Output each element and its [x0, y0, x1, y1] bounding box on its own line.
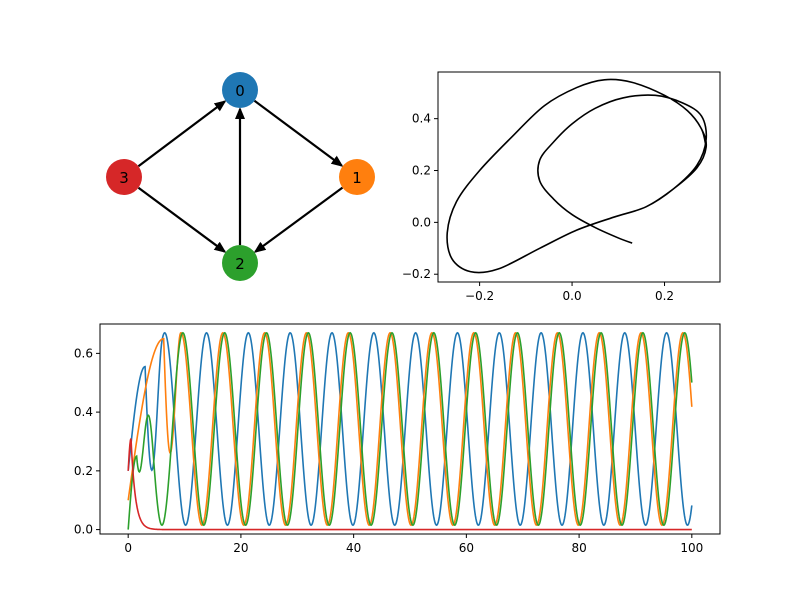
node-0	[222, 72, 258, 108]
time-x-tick-label: 40	[346, 541, 361, 555]
time-series-line-3	[127, 438, 692, 531]
phase-x-axis: −0.2 0.0 0.2	[465, 282, 674, 303]
time-x-tick-label: 100	[680, 541, 703, 555]
edge-3-to-0	[137, 100, 227, 168]
phase-y-tick-label: 0.0	[412, 215, 431, 229]
phase-plot-frame	[437, 71, 721, 283]
time-series-frame	[99, 323, 721, 535]
phase-y-axis: −0.2 0.0 0.2 0.4	[402, 112, 438, 281]
node-1	[339, 159, 375, 195]
node-label-3: 3	[119, 169, 129, 187]
edge-0-to-1	[253, 99, 344, 167]
time-series-line-0	[127, 331, 693, 527]
phase-trajectory-line	[446, 78, 708, 274]
node-label-1: 1	[352, 169, 362, 187]
phase-y-tick-label: 0.2	[412, 164, 431, 178]
time-y-axis: 0.0 0.2 0.4 0.6	[74, 346, 100, 537]
phase-x-tick-label: −0.2	[465, 289, 494, 303]
time-series-plot: 0 20 40 60 80 100 0.0 0.2 0.4 0.6	[74, 323, 721, 555]
phase-x-tick-label: 0.2	[655, 289, 674, 303]
time-series-lines	[127, 331, 693, 531]
phase-plot: −0.2 0.0 0.2 −0.2 0.0 0.2 0.4	[402, 71, 721, 303]
time-y-tick-label: 0.2	[74, 464, 93, 478]
time-x-tick-label: 0	[124, 541, 132, 555]
time-y-tick-label: 0.4	[74, 405, 93, 419]
time-series-line-1	[127, 331, 693, 527]
phase-y-tick-label: −0.2	[402, 267, 431, 281]
node-label-0: 0	[235, 82, 245, 100]
network-diagram: 0 1 2 3	[106, 72, 375, 281]
node-label-2: 2	[235, 255, 245, 273]
node-2	[222, 245, 258, 281]
time-series-line-2	[127, 331, 693, 530]
time-x-axis: 0 20 40 60 80 100	[124, 534, 703, 555]
phase-y-tick-label: 0.4	[412, 112, 431, 126]
phase-series	[446, 78, 708, 274]
time-y-tick-label: 0.6	[74, 346, 93, 360]
edge-3-to-2	[137, 186, 227, 253]
time-x-tick-label: 80	[571, 541, 586, 555]
edge-1-to-2	[253, 186, 344, 253]
time-y-tick-label: 0.0	[74, 523, 93, 537]
node-3	[106, 159, 142, 195]
time-x-tick-label: 20	[233, 541, 248, 555]
phase-x-tick-label: 0.0	[563, 289, 582, 303]
time-x-tick-label: 60	[459, 541, 474, 555]
